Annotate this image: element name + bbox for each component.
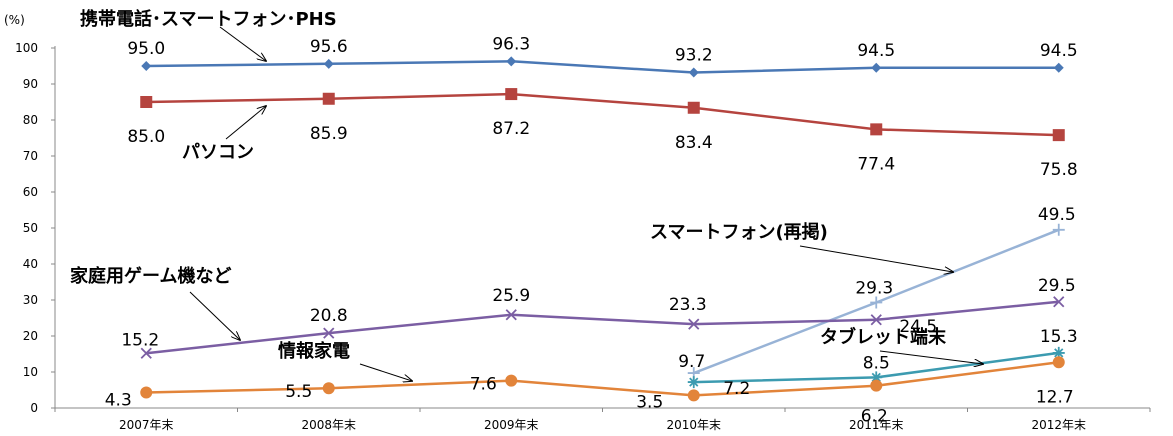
data-point [1052,356,1065,369]
data-point [505,309,517,321]
y-tick-label: 50 [23,221,38,235]
series-name-label: タブレット端末 [820,326,947,348]
data-label: 4.3 [105,391,132,411]
x-tick-label: 2010年末 [666,418,721,432]
series-name-label: 携帯電話･スマートフォン･PHS [80,8,337,30]
y-tick-label: 10 [23,365,38,379]
series-name-label: スマートフォン(再掲) [650,221,828,243]
y-tick-label: 0 [30,401,38,415]
data-point [322,382,335,395]
data-label: 7.2 [723,379,750,399]
x-tick-label: 2009年末 [484,418,539,432]
series-name-label: 情報家電 [278,340,350,362]
data-point [140,347,152,359]
series-name-label: 家庭用ゲーム機など [70,265,231,287]
x-tick-label: 2008年末 [301,418,356,432]
series-line [146,92,1059,137]
data-point [687,101,700,114]
x-tick-label: 2007年末 [119,418,174,432]
y-tick-label: 20 [23,329,38,343]
data-label: 23.3 [669,295,707,315]
data-point [687,376,700,389]
data-label: 12.7 [1036,387,1074,407]
data-label: 49.5 [1038,205,1076,225]
data-label: 85.9 [310,124,348,144]
data-point [687,389,700,402]
callout-arrow [189,291,240,340]
y-tick-label: 60 [23,185,38,199]
data-label: 85.0 [127,127,165,147]
y-tick-label: 100 [15,41,38,55]
data-point [871,62,882,73]
data-point [688,67,699,78]
y-tick-label: 80 [23,113,38,127]
y-tick-label: 30 [23,293,38,307]
callout-arrow [219,26,266,61]
y-axis-unit: (%) [4,13,25,27]
data-label: 24.5 [899,317,937,337]
data-point [323,58,334,69]
data-point [140,96,153,108]
data-point [870,379,883,392]
data-label: 96.3 [492,34,530,54]
data-label: 5.5 [285,382,312,402]
data-point [323,327,335,339]
y-tick-label: 40 [23,257,38,271]
data-point [870,296,883,309]
series-line [146,300,1059,355]
data-label: 20.8 [310,306,348,326]
data-label: 94.5 [857,41,895,61]
data-point [1052,346,1065,359]
data-label: 15.2 [121,330,159,350]
data-point [1052,129,1065,142]
data-label: 83.4 [675,133,713,153]
y-tick-label: 90 [23,77,38,91]
data-label: 29.5 [1038,276,1076,296]
x-tick-label: 2011年末 [849,418,904,432]
data-label: 77.4 [857,154,895,174]
data-label: 87.2 [492,119,530,139]
data-point [505,88,518,101]
data-label: 3.5 [636,392,663,412]
data-point [870,314,882,326]
callout-arrow [225,106,266,140]
data-point [870,371,883,384]
y-tick-label: 70 [23,149,38,163]
data-label: 9.7 [678,352,705,372]
data-label: 93.2 [675,45,713,65]
data-point [505,374,518,387]
callout-arrow [879,350,983,364]
series-line [146,60,1059,74]
data-point [688,318,700,330]
series-line [146,361,1059,397]
data-point [1053,296,1065,308]
callout-arrow [799,245,953,272]
data-point [1052,223,1065,236]
data-label: 75.8 [1040,160,1078,180]
data-label: 29.3 [855,279,893,299]
data-point [1053,62,1064,73]
data-point [140,386,153,399]
data-point [141,61,152,71]
data-label: 94.5 [1040,41,1078,61]
data-label: 15.3 [1040,327,1078,347]
data-label: 6.2 [861,407,888,427]
data-label: 95.0 [127,39,165,59]
data-label: 25.9 [492,286,530,306]
data-label: 7.6 [470,375,497,395]
x-tick-label: 2012年末 [1031,418,1086,432]
data-point [322,92,335,105]
data-label: 8.5 [863,353,890,373]
data-point [870,123,883,136]
data-label: 95.6 [310,37,348,57]
series-name-label: パソコン [182,142,254,163]
callout-arrow [359,363,412,381]
data-point [506,56,517,67]
